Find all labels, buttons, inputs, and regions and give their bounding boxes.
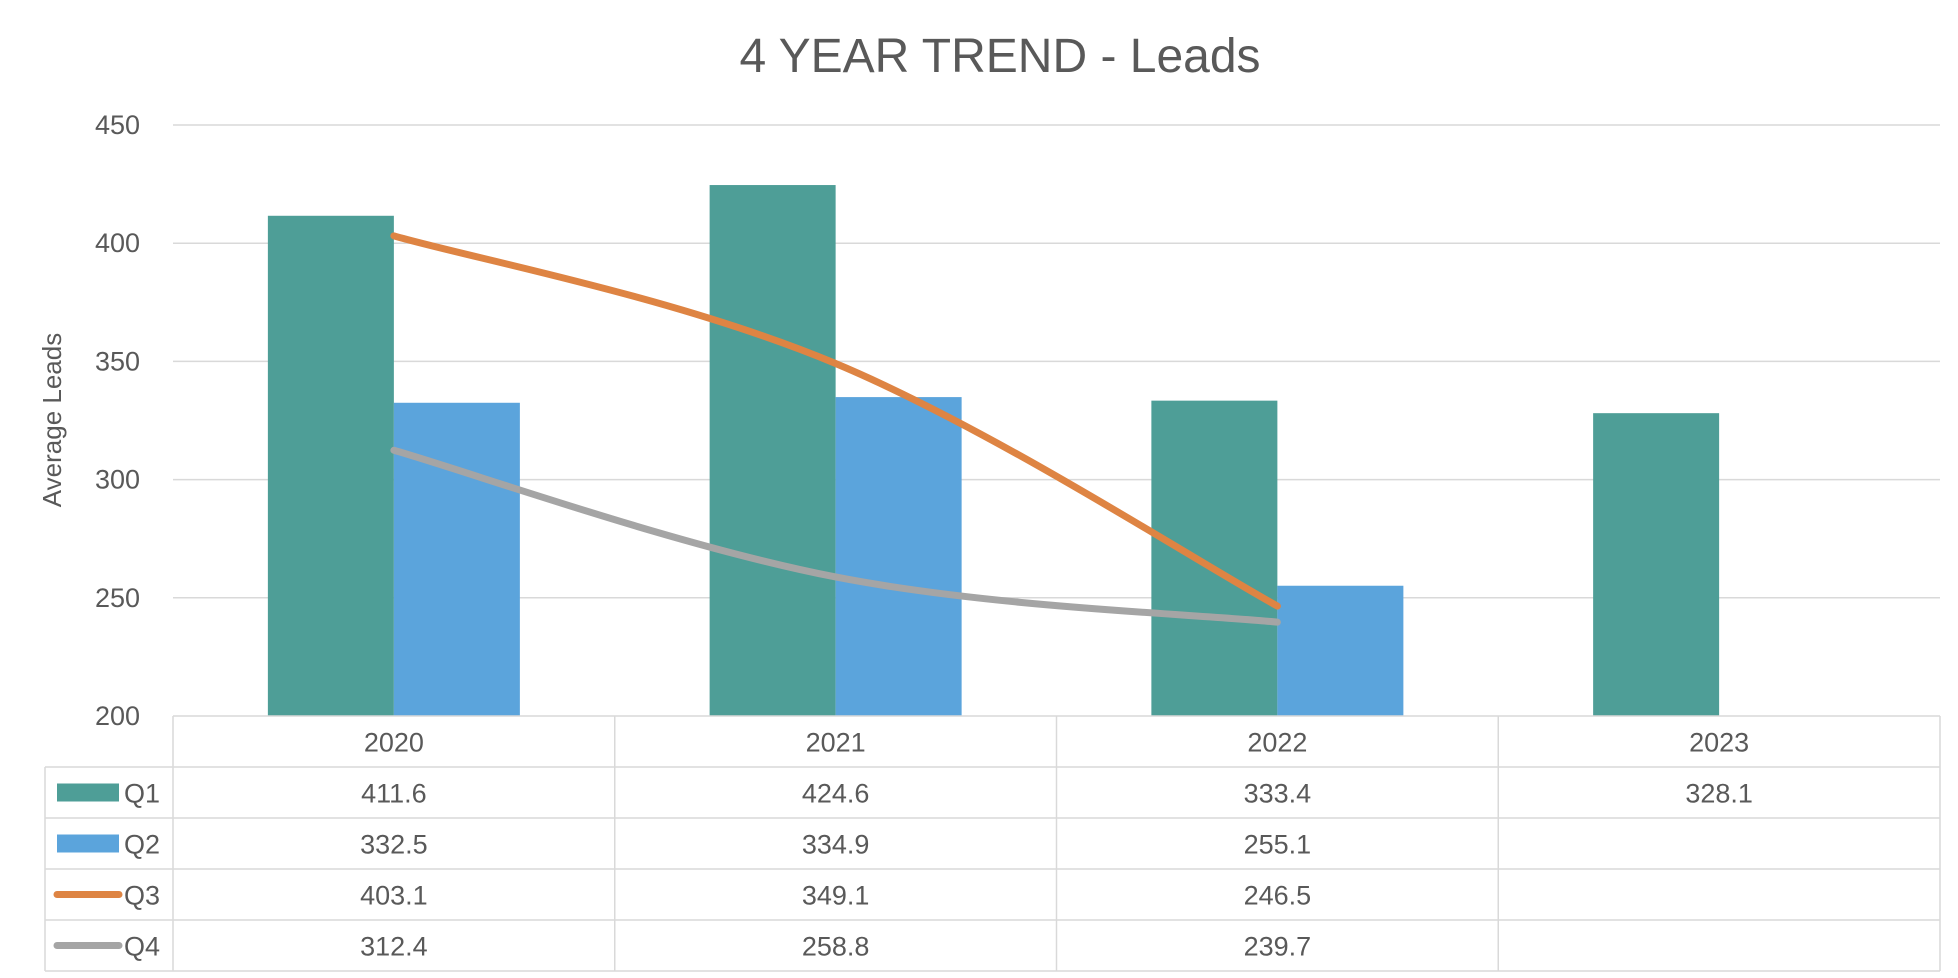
table-cell: 403.1 <box>360 881 428 911</box>
x-tick-label: 2021 <box>806 728 866 758</box>
bar-q2-2021 <box>835 397 962 716</box>
y-tick-labels: 200 250 300 350 400 450 <box>95 110 140 731</box>
table-cell: 312.4 <box>360 932 428 962</box>
bars <box>267 185 1720 717</box>
y-tick-label: 250 <box>95 583 140 613</box>
x-tick-label: 2022 <box>1247 728 1307 758</box>
y-tick-label: 450 <box>95 110 140 140</box>
table-cell: 349.1 <box>802 881 870 911</box>
legend-label-q4: Q4 <box>124 932 160 962</box>
y-tick-label: 400 <box>95 228 140 258</box>
table-cell: 328.1 <box>1685 779 1753 809</box>
bar-q1-2021 <box>709 185 836 716</box>
table-cell: 258.8 <box>802 932 870 962</box>
bar-q2-2022 <box>1277 585 1404 716</box>
y-tick-label: 300 <box>95 465 140 495</box>
data-table: 2020 2021 2022 2023 Q1 411.6 424.6 333.4 328.1 Q2… <box>44 715 1941 972</box>
chart-title: 4 YEAR TREND - Leads <box>739 30 1260 83</box>
table-cell: 411.6 <box>361 779 427 809</box>
legend-key-q2 <box>57 834 119 853</box>
table-cell: 255.1 <box>1244 830 1312 860</box>
table-cell: 424.6 <box>802 779 870 809</box>
bar-q1-2020 <box>267 215 394 717</box>
x-tick-label: 2023 <box>1689 728 1749 758</box>
table-cell: 332.5 <box>360 830 428 860</box>
x-tick-label: 2020 <box>364 728 424 758</box>
line-q4 <box>390 446 1281 626</box>
bar-q1-2022 <box>1151 400 1278 716</box>
table-cell: 246.5 <box>1244 881 1312 911</box>
legend-label-q1: Q1 <box>124 779 160 809</box>
y-tick-label: 200 <box>95 701 140 731</box>
bar-q1-2023 <box>1593 413 1720 716</box>
series-lines <box>390 232 1281 626</box>
bar-q2-2020 <box>393 402 520 716</box>
line-q3 <box>390 232 1281 610</box>
y-axis-label: Average Leads <box>37 333 67 507</box>
legend-label-q2: Q2 <box>124 830 160 860</box>
y-tick-label: 350 <box>95 346 140 376</box>
legend-key-q1 <box>57 783 119 802</box>
table-cell: 333.4 <box>1244 779 1312 809</box>
table-cell: 334.9 <box>802 830 870 860</box>
legend-label-q3: Q3 <box>124 881 160 911</box>
table-cell: 239.7 <box>1244 932 1312 962</box>
